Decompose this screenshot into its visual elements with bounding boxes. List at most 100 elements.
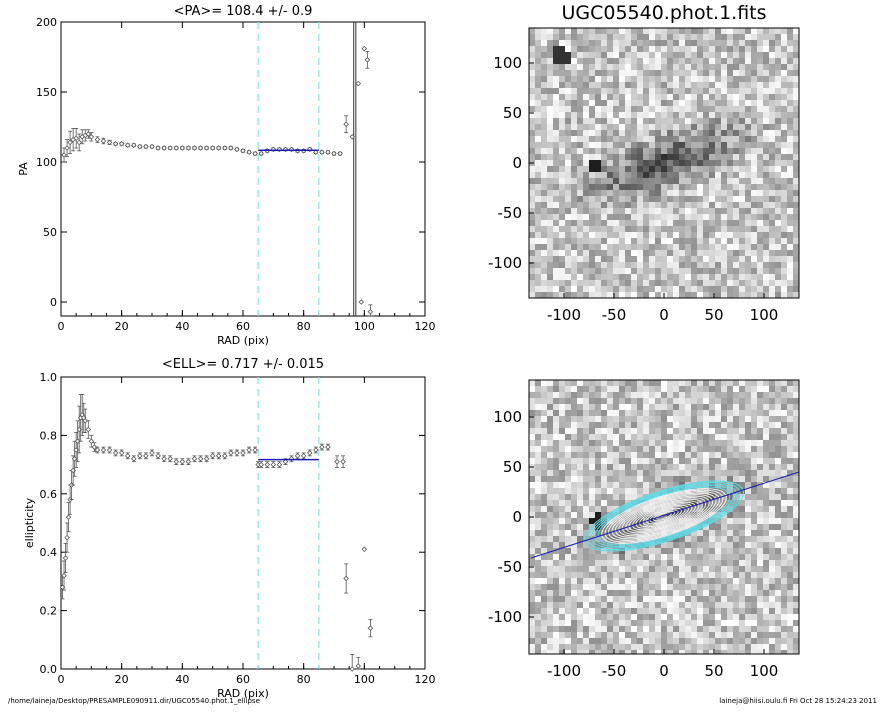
image-pixel: [601, 40, 607, 46]
image-pixel: [595, 274, 601, 280]
image-pixel: [631, 452, 637, 458]
image-pixel: [769, 64, 775, 70]
image-pixel: [571, 428, 577, 434]
image-pixel: [577, 280, 583, 286]
image-pixel: [787, 512, 793, 518]
image-pixel: [601, 644, 607, 650]
image-pixel: [541, 590, 547, 596]
image-pixel: [745, 608, 751, 614]
image-pixel: [607, 76, 613, 82]
image-pixel: [775, 548, 781, 554]
image-pixel: [589, 554, 595, 560]
pa-xtick-label: 60: [236, 320, 250, 333]
image-pixel: [763, 530, 769, 536]
image-pixel: [625, 452, 631, 458]
image-pixel: [565, 590, 571, 596]
image-pixel: [619, 566, 625, 572]
image-pixel: [793, 542, 799, 548]
image-pixel: [715, 572, 721, 578]
image-pixel: [625, 124, 631, 130]
image-pixel: [529, 220, 535, 226]
image-pixel: [745, 250, 751, 256]
image-pixel: [667, 512, 673, 518]
image-pixel: [769, 392, 775, 398]
image-pixel: [661, 52, 667, 58]
image-pixel: [667, 250, 673, 256]
image-pixel: [769, 154, 775, 160]
image-pixel: [739, 292, 745, 298]
image-pixel: [601, 124, 607, 130]
image-pixel: [691, 118, 697, 124]
image-pixel: [565, 440, 571, 446]
image-pixel: [733, 286, 739, 292]
image-pixel: [529, 280, 535, 286]
image-pixel: [553, 452, 559, 458]
image-pixel: [649, 178, 655, 184]
image-pixel: [709, 208, 715, 214]
image-pixel: [679, 650, 685, 654]
image-pixel: [547, 620, 553, 626]
image-pixel: [775, 506, 781, 512]
image-pixel: [565, 280, 571, 286]
pa-xtick-label: 0: [58, 320, 65, 333]
image-pixel: [733, 482, 739, 488]
image-pixel: [559, 566, 565, 572]
image-pixel: [793, 214, 799, 220]
image-pixel: [631, 380, 637, 386]
image-pixel: [763, 220, 769, 226]
image-pixel: [727, 608, 733, 614]
image-pixel: [763, 392, 769, 398]
image-pixel: [661, 94, 667, 100]
image-pixel: [583, 518, 589, 524]
image-pixel: [649, 434, 655, 440]
image-pixel: [775, 94, 781, 100]
image-pixel: [721, 452, 727, 458]
image-pixel: [607, 458, 613, 464]
image-pixel: [769, 112, 775, 118]
pa-xtick-label: 80: [297, 320, 311, 333]
image-pixel: [631, 262, 637, 268]
image-pixel: [595, 602, 601, 608]
image-pixel: [775, 148, 781, 154]
image-pixel: [595, 112, 601, 118]
image-pixel: [691, 262, 697, 268]
image-pixel: [691, 542, 697, 548]
image-pixel: [709, 262, 715, 268]
image-pixel: [673, 458, 679, 464]
image-pixel: [793, 554, 799, 560]
image-pixel: [601, 434, 607, 440]
image-pixel: [589, 256, 595, 262]
image-pixel: [745, 524, 751, 530]
image-pixel: [583, 398, 589, 404]
image-pixel: [733, 458, 739, 464]
image-pixel: [541, 518, 547, 524]
image-pixel: [751, 106, 757, 112]
image-pixel: [547, 226, 553, 232]
image-pixel: [625, 82, 631, 88]
image-pixel: [565, 286, 571, 292]
image-pixel: [715, 554, 721, 560]
galaxy-image-ytick-label: 0: [512, 154, 522, 172]
image-pixel: [631, 76, 637, 82]
pa-data-point: [358, 299, 365, 305]
image-pixel: [553, 506, 559, 512]
image-pixel: [577, 494, 583, 500]
image-pixel: [775, 524, 781, 530]
image-pixel: [625, 196, 631, 202]
image-pixel: [673, 626, 679, 632]
image-pixel: [571, 500, 577, 506]
image-pixel: [643, 106, 649, 112]
image-pixel: [661, 64, 667, 70]
image-pixel: [535, 392, 541, 398]
image-pixel: [607, 214, 613, 220]
image-pixel: [709, 226, 715, 232]
image-pixel: [757, 410, 763, 416]
image-pixel: [577, 428, 583, 434]
image-pixel: [613, 172, 619, 178]
image-pixel: [643, 196, 649, 202]
image-pixel: [613, 232, 619, 238]
image-pixel: [661, 620, 667, 626]
image-pixel: [649, 184, 655, 190]
pa-plot: <PA>= 108.4 +/- 0.9 RAD (pix) PA 0 20 40 60…: [17, 4, 436, 347]
image-pixel: [529, 106, 535, 112]
